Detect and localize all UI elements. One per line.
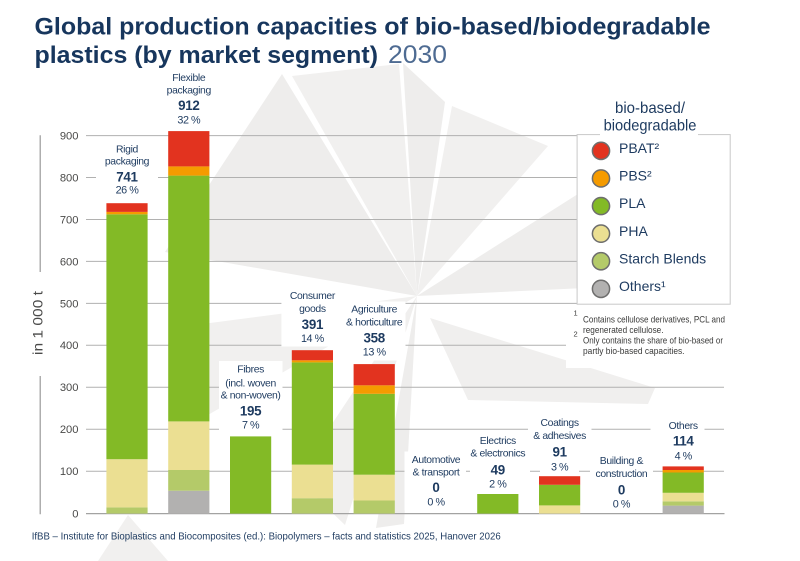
svg-text:400: 400 bbox=[60, 340, 79, 352]
svg-text:600: 600 bbox=[60, 256, 79, 268]
svg-text:Fibres: Fibres bbox=[237, 365, 264, 376]
svg-text:biodegradable: biodegradable bbox=[604, 118, 697, 135]
svg-text:200: 200 bbox=[60, 424, 79, 436]
svg-text:32 %: 32 % bbox=[177, 114, 201, 126]
svg-text:700: 700 bbox=[60, 214, 79, 226]
svg-text:7 %: 7 % bbox=[242, 420, 260, 432]
svg-text:& electronics: & electronics bbox=[470, 449, 525, 460]
svg-text:358: 358 bbox=[363, 331, 385, 346]
svg-text:PLA: PLA bbox=[619, 195, 646, 211]
svg-text:bio-based/: bio-based/ bbox=[615, 100, 686, 117]
svg-text:14 %: 14 % bbox=[301, 333, 325, 345]
svg-text:2: 2 bbox=[574, 329, 578, 338]
svg-text:91: 91 bbox=[552, 445, 567, 460]
svg-text:3 %: 3 % bbox=[551, 461, 569, 473]
svg-text:49: 49 bbox=[491, 463, 505, 478]
svg-text:195: 195 bbox=[240, 404, 262, 419]
svg-text:741: 741 bbox=[116, 170, 138, 185]
svg-text:Automotive: Automotive bbox=[412, 455, 461, 466]
svg-text:800: 800 bbox=[60, 172, 79, 184]
svg-text:Coatings: Coatings bbox=[540, 418, 578, 429]
svg-text:Global production capacities o: Global production capacities of bio-base… bbox=[35, 14, 711, 41]
svg-text:packaging: packaging bbox=[167, 86, 212, 97]
svg-text:26 %: 26 % bbox=[116, 185, 140, 197]
svg-text:Agriculture: Agriculture bbox=[351, 305, 397, 316]
svg-text:Others¹: Others¹ bbox=[619, 278, 666, 294]
svg-text:& transport: & transport bbox=[413, 467, 460, 478]
svg-text:100: 100 bbox=[60, 466, 79, 478]
svg-text:4 %: 4 % bbox=[675, 450, 693, 462]
svg-text:114: 114 bbox=[673, 434, 695, 449]
svg-text:IfBB – Institute for Bioplasti: IfBB – Institute for Bioplastics and Bio… bbox=[32, 532, 501, 543]
svg-text:construction: construction bbox=[595, 469, 647, 480]
svg-text:0 %: 0 % bbox=[427, 497, 445, 509]
svg-text:Contains cellulose derivatives: Contains cellulose derivatives, PCL and bbox=[583, 314, 725, 325]
svg-text:2030: 2030 bbox=[388, 41, 447, 69]
svg-text:in 1 000 t: in 1 000 t bbox=[31, 291, 46, 355]
svg-text:300: 300 bbox=[60, 382, 79, 394]
svg-text:Flexible: Flexible bbox=[172, 73, 206, 84]
svg-text:partly bio-based capacities.: partly bio-based capacities. bbox=[583, 346, 685, 357]
svg-text:packaging: packaging bbox=[105, 156, 150, 167]
svg-text:900: 900 bbox=[60, 131, 79, 143]
svg-text:13 %: 13 % bbox=[363, 347, 387, 359]
svg-text:PHA: PHA bbox=[619, 223, 648, 239]
svg-text:regenerated cellulose.: regenerated cellulose. bbox=[583, 325, 664, 336]
svg-text:& horticulture: & horticulture bbox=[346, 318, 403, 329]
svg-text:PBAT²: PBAT² bbox=[619, 140, 660, 156]
svg-text:PBS²: PBS² bbox=[619, 168, 652, 184]
svg-text:391: 391 bbox=[302, 317, 324, 332]
svg-text:& non-woven): & non-woven) bbox=[221, 391, 281, 402]
svg-text:(incl. woven: (incl. woven bbox=[225, 378, 276, 389]
svg-text:goods: goods bbox=[299, 304, 326, 315]
svg-text:Rigid: Rigid bbox=[116, 144, 138, 155]
svg-text:Electrics: Electrics bbox=[480, 436, 516, 447]
svg-text:Starch Blends: Starch Blends bbox=[619, 250, 706, 266]
svg-text:0: 0 bbox=[618, 482, 625, 497]
svg-text:1: 1 bbox=[574, 308, 578, 317]
svg-text:Building &: Building & bbox=[600, 456, 644, 467]
svg-text:& adhesives: & adhesives bbox=[533, 431, 586, 442]
svg-text:0: 0 bbox=[432, 480, 439, 495]
svg-text:Others: Others bbox=[669, 421, 698, 432]
svg-text:Consumer: Consumer bbox=[290, 291, 336, 302]
svg-text:plastics (by market segment): plastics (by market segment) bbox=[35, 42, 379, 69]
svg-text:912: 912 bbox=[178, 98, 199, 113]
svg-text:0: 0 bbox=[72, 509, 78, 521]
svg-text:2 %: 2 % bbox=[489, 479, 507, 491]
svg-text:Only contains the share of bio: Only contains the share of bio-based or bbox=[583, 335, 723, 346]
svg-text:500: 500 bbox=[60, 298, 79, 310]
svg-text:0 %: 0 % bbox=[613, 499, 631, 511]
